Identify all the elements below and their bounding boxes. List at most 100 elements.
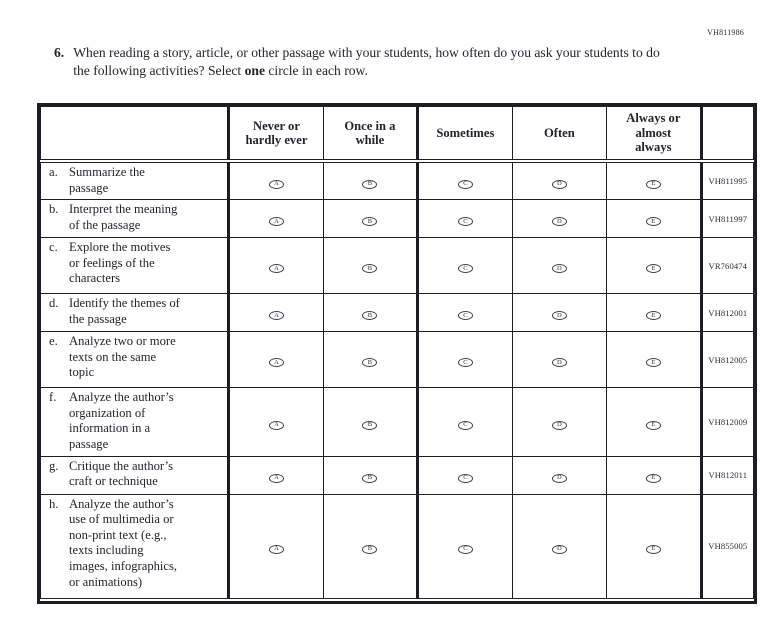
answer-bubble-d-icon[interactable]: D [551, 420, 567, 430]
answer-bubble-e-icon[interactable]: E [645, 420, 661, 430]
option-a-cell[interactable]: A [227, 387, 324, 457]
option-b-cell[interactable]: B [322, 331, 419, 389]
option-d-cell[interactable]: D [511, 455, 608, 495]
option-c-cell[interactable]: C [416, 237, 513, 295]
answer-bubble-a-icon[interactable]: A [268, 217, 284, 227]
row-code: VH811997 [699, 199, 755, 239]
answer-bubble-d-icon[interactable]: D [551, 544, 567, 554]
answer-bubble-e-icon[interactable]: E [645, 264, 661, 274]
answer-bubble-e-icon[interactable]: E [645, 217, 661, 227]
activities-tbody: a. Summarize the passage A B C D E VH811… [39, 160, 755, 599]
option-e-cell[interactable]: E [606, 387, 702, 457]
answer-bubble-d-icon[interactable]: D [551, 473, 567, 483]
answer-bubble-a-icon[interactable]: A [268, 420, 284, 430]
activity-label-cell: d. Identify the themes of the passage [39, 293, 230, 333]
option-b-cell[interactable]: B [322, 160, 419, 201]
answer-bubble-a-icon[interactable]: A [268, 544, 284, 554]
table-row: a. Summarize the passage A B C D E VH811… [39, 160, 755, 201]
row-label: Analyze two or more texts on the same to… [69, 334, 176, 380]
option-a-cell[interactable]: A [227, 293, 324, 333]
option-e-cell[interactable]: E [606, 455, 702, 495]
option-c-cell[interactable]: C [416, 455, 513, 495]
option-d-cell[interactable]: D [511, 237, 608, 295]
answer-bubble-b-icon[interactable]: B [362, 179, 378, 189]
answer-bubble-a-icon[interactable]: A [268, 358, 284, 368]
activity-label-cell: f. Analyze the author’s organization of … [39, 387, 230, 457]
answer-bubble-b-icon[interactable]: B [362, 217, 378, 227]
option-a-cell[interactable]: A [227, 199, 324, 239]
option-b-cell[interactable]: B [322, 387, 419, 457]
option-a-cell[interactable]: A [227, 331, 324, 389]
option-b-cell[interactable]: B [322, 293, 419, 333]
table-row: g. Critique the author’s craft or techni… [39, 455, 755, 495]
question-text-start: When reading a story, article, or other … [73, 45, 660, 78]
answer-bubble-a-icon[interactable]: A [268, 264, 284, 274]
header-row: Never or hardly ever Once in a while Som… [39, 106, 755, 163]
answer-bubble-b-icon[interactable]: B [362, 420, 378, 430]
activity-label-cell: a. Summarize the passage [39, 160, 230, 201]
answer-bubble-d-icon[interactable]: D [551, 311, 567, 321]
option-e-cell[interactable]: E [606, 293, 702, 333]
option-b-cell[interactable]: B [322, 493, 419, 599]
answer-bubble-e-icon[interactable]: E [645, 358, 661, 368]
answer-bubble-a-icon[interactable]: A [268, 311, 284, 321]
answer-bubble-c-icon[interactable]: C [457, 217, 473, 227]
row-code: VH811995 [699, 160, 755, 201]
answer-bubble-b-icon[interactable]: B [362, 544, 378, 554]
option-d-cell[interactable]: D [511, 387, 608, 457]
option-b-cell[interactable]: B [322, 455, 419, 495]
answer-bubble-d-icon[interactable]: D [551, 179, 567, 189]
option-d-cell[interactable]: D [511, 199, 608, 239]
answer-bubble-c-icon[interactable]: C [457, 179, 473, 189]
answer-bubble-a-icon[interactable]: A [268, 473, 284, 483]
option-c-cell[interactable]: C [416, 293, 513, 333]
option-a-cell[interactable]: A [227, 237, 324, 295]
option-c-cell[interactable]: C [416, 493, 513, 599]
answer-bubble-b-icon[interactable]: B [362, 473, 378, 483]
option-d-cell[interactable]: D [511, 493, 608, 599]
answer-bubble-b-icon[interactable]: B [362, 311, 378, 321]
row-letter: h. [49, 496, 59, 511]
option-c-cell[interactable]: C [416, 199, 513, 239]
answer-bubble-c-icon[interactable]: C [457, 311, 473, 321]
option-d-cell[interactable]: D [511, 331, 608, 389]
option-a-cell[interactable]: A [227, 455, 324, 495]
answer-bubble-a-icon[interactable]: A [268, 179, 284, 189]
option-d-cell[interactable]: D [511, 160, 608, 201]
option-e-cell[interactable]: E [606, 160, 702, 201]
answer-bubble-e-icon[interactable]: E [645, 179, 661, 189]
question-text-bold: one [244, 62, 265, 78]
option-e-cell[interactable]: E [606, 199, 702, 239]
option-d-cell[interactable]: D [511, 293, 608, 333]
row-letter: c. [49, 240, 58, 255]
option-e-cell[interactable]: E [606, 493, 702, 599]
option-b-cell[interactable]: B [322, 237, 419, 295]
header-code-blank [699, 106, 755, 163]
row-letter: b. [49, 202, 59, 217]
answer-bubble-e-icon[interactable]: E [645, 311, 661, 321]
option-a-cell[interactable]: A [227, 160, 324, 201]
option-e-cell[interactable]: E [606, 237, 702, 295]
answer-bubble-c-icon[interactable]: C [457, 420, 473, 430]
answer-bubble-c-icon[interactable]: C [457, 473, 473, 483]
answer-bubble-b-icon[interactable]: B [362, 358, 378, 368]
option-c-cell[interactable]: C [416, 387, 513, 457]
option-c-cell[interactable]: C [416, 331, 513, 389]
row-label: Critique the author’s craft or technique [69, 458, 173, 489]
answer-bubble-d-icon[interactable]: D [551, 358, 567, 368]
answer-bubble-e-icon[interactable]: E [645, 473, 661, 483]
option-b-cell[interactable]: B [322, 199, 419, 239]
answer-bubble-b-icon[interactable]: B [362, 264, 378, 274]
option-a-cell[interactable]: A [227, 493, 324, 599]
answer-bubble-c-icon[interactable]: C [457, 544, 473, 554]
answer-bubble-d-icon[interactable]: D [551, 264, 567, 274]
option-e-cell[interactable]: E [606, 331, 702, 389]
answer-bubble-c-icon[interactable]: C [457, 358, 473, 368]
frequency-matrix-table: Never or hardly ever Once in a while Som… [37, 103, 757, 604]
answer-bubble-e-icon[interactable]: E [645, 544, 661, 554]
row-label: Analyze the author’s organization of inf… [69, 390, 174, 451]
answer-bubble-c-icon[interactable]: C [457, 264, 473, 274]
table-row: f. Analyze the author’s organization of … [39, 387, 755, 457]
answer-bubble-d-icon[interactable]: D [551, 217, 567, 227]
option-c-cell[interactable]: C [416, 160, 513, 201]
